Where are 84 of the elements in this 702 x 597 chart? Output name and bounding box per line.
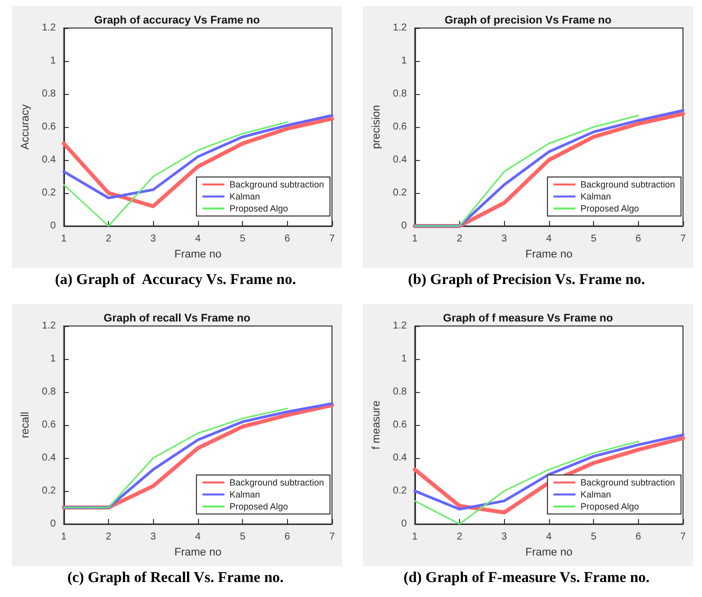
y-tick-label: 0.4	[392, 452, 408, 464]
y-tick-label: 1	[50, 354, 56, 364]
legend-label: Background subtraction	[580, 478, 676, 488]
legend-label: Kalman	[229, 192, 260, 202]
x-tick-label: 4	[546, 234, 552, 244]
text: (c) Graph of Recall Vs. Frame no.	[66, 570, 285, 587]
x-axis-title: Frame no	[174, 546, 222, 558]
y-axis-title: recall	[20, 412, 32, 438]
x-tick-label: 3	[501, 532, 508, 542]
x-tick-label: 5	[240, 532, 246, 542]
y-tick-label: 0.2	[392, 486, 408, 496]
legend-label: Background subtraction	[580, 180, 676, 190]
legend-label: Background subtraction	[229, 478, 324, 488]
y-axis-title: Accuracy	[20, 104, 32, 150]
x-tick-label: 4	[546, 532, 552, 542]
x-axis-title: Frame no	[525, 546, 572, 558]
x-tick-label: 1	[61, 532, 68, 542]
x-tick-label: 7	[680, 532, 686, 542]
y-tick-label: 0	[401, 220, 408, 232]
y-tick-label: 0.4	[392, 154, 408, 166]
y-tick-label: 0	[401, 518, 408, 530]
chart-title: Graph of recall Vs Frame no	[104, 312, 251, 324]
chart-title: Graph of accuracy Vs Frame no	[94, 14, 260, 26]
text: (a) Graph of Accuracy Vs. Frame no.	[54, 272, 297, 289]
x-tick-label: 6	[284, 234, 291, 244]
text: (b) Graph of Precision Vs. Frame no.	[407, 272, 646, 289]
chart-title: Graph of f measure Vs Frame no	[443, 312, 614, 324]
y-tick-label: 0.8	[392, 88, 408, 100]
x-tick-label: 3	[150, 532, 156, 542]
x-tick-label: 2	[106, 532, 112, 542]
x-tick-label: 3	[150, 234, 156, 244]
legend-label: Kalman	[229, 490, 260, 500]
x-tick-label: 5	[240, 234, 246, 244]
y-tick-label: 0.6	[392, 420, 408, 430]
x-tick-label: 1	[412, 234, 418, 244]
x-tick-label: 1	[412, 532, 418, 542]
x-tick-label: 2	[456, 234, 463, 244]
x-axis-title: Frame no	[174, 248, 222, 260]
legend-label: Proposed Algo	[229, 204, 288, 214]
y-tick-label: 0.4	[42, 154, 56, 166]
x-tick-label: 7	[680, 234, 686, 244]
x-tick-label: 7	[329, 532, 336, 542]
y-tick-label: 0.8	[392, 386, 408, 398]
x-tick-label: 2	[456, 532, 463, 542]
y-tick-label: 1.2	[392, 22, 408, 34]
legend-label: Proposed Algo	[580, 204, 639, 214]
legend-label: Background subtraction	[229, 180, 324, 190]
x-tick-label: 5	[590, 532, 597, 542]
y-tick-label: 0	[50, 220, 56, 232]
text: (d) Graph of F-measure Vs. Frame no.	[402, 570, 651, 587]
y-tick-label: 1	[50, 56, 56, 66]
y-tick-label: 0	[50, 518, 56, 530]
y-tick-label: 1	[401, 354, 408, 364]
x-tick-label: 6	[284, 532, 291, 542]
y-axis-title: f measure	[370, 400, 382, 450]
x-tick-label: 7	[329, 234, 336, 244]
y-tick-label: 1.2	[42, 22, 56, 34]
x-tick-label: 3	[501, 234, 508, 244]
x-axis-title: Frame no	[525, 248, 572, 260]
y-tick-label: 0.8	[42, 88, 56, 100]
x-tick-label: 4	[195, 532, 202, 542]
y-tick-label: 1	[401, 56, 408, 66]
legend-label: Kalman	[580, 192, 611, 202]
y-tick-label: 1.2	[392, 320, 408, 332]
legend-label: Proposed Algo	[580, 502, 639, 512]
legend-label: Kalman	[580, 490, 611, 500]
y-tick-label: 0.2	[42, 486, 56, 496]
y-tick-label: 0.2	[42, 188, 56, 198]
x-tick-label: 2	[106, 234, 112, 244]
x-tick-label: 6	[636, 234, 642, 244]
y-tick-label: 0.6	[392, 122, 408, 132]
y-tick-label: 0.6	[42, 420, 56, 430]
legend-label: Proposed Algo	[229, 502, 288, 512]
x-tick-label: 1	[61, 234, 68, 244]
y-tick-label: 0.2	[392, 188, 408, 198]
y-tick-label: 1.2	[42, 320, 56, 332]
x-tick-label: 6	[636, 532, 642, 542]
y-tick-label: 0.6	[42, 122, 56, 132]
x-tick-label: 5	[590, 234, 597, 244]
y-tick-label: 0.8	[42, 386, 56, 398]
x-tick-label: 4	[195, 234, 202, 244]
y-axis-title: precision	[370, 104, 382, 150]
chart-title: Graph of precision Vs Frame no	[444, 14, 612, 26]
y-tick-label: 0.4	[42, 452, 56, 464]
